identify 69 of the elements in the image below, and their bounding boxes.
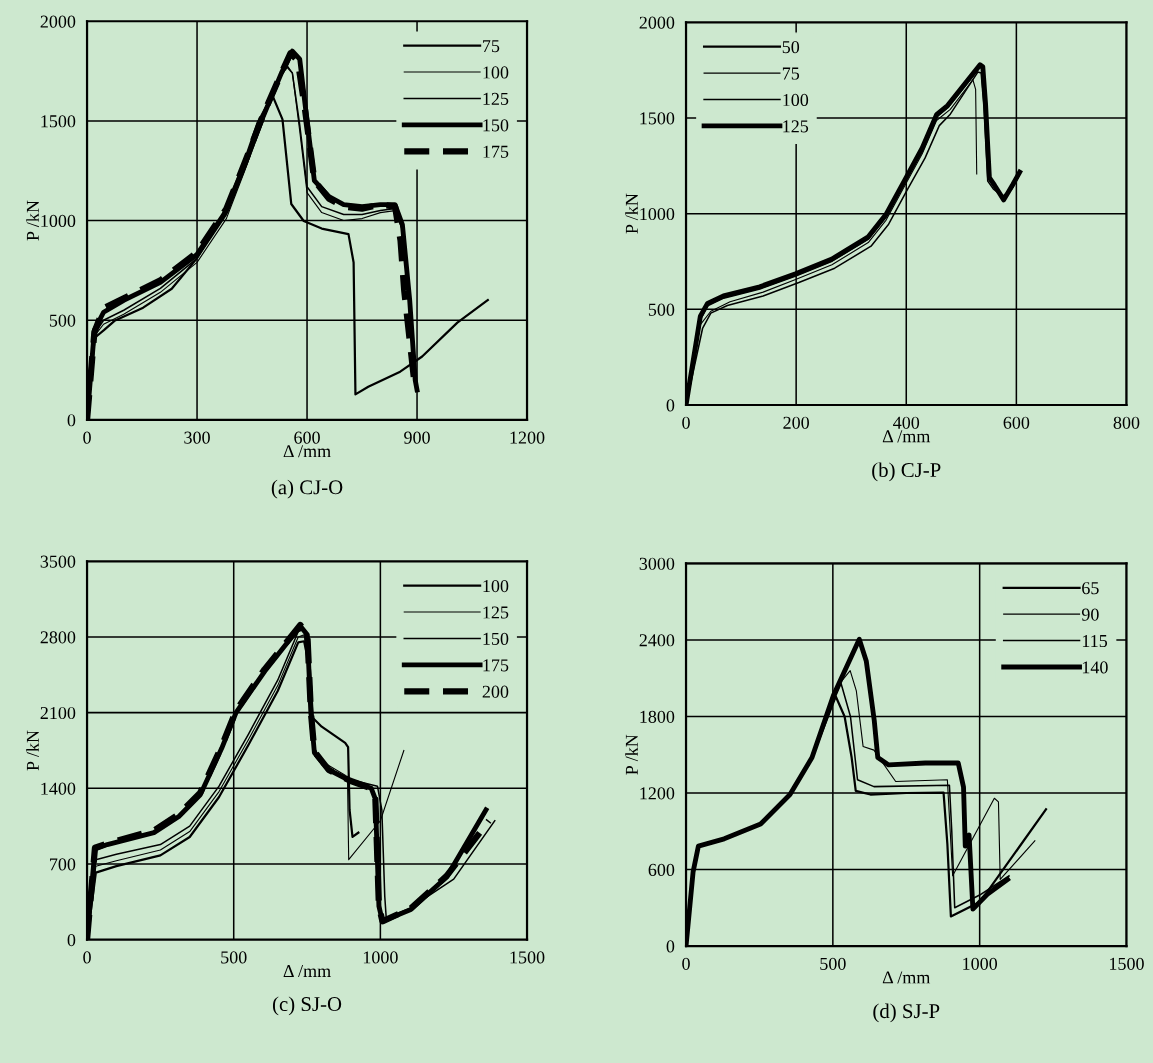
y-tick-label: 1500: [640, 112, 675, 125]
y-tick-label: 600: [648, 863, 675, 876]
x-tick-label: 0: [682, 957, 690, 970]
x-axis-title: Δ /mm: [283, 445, 331, 458]
x-tick-label: 1200: [510, 431, 545, 444]
y-tick-label: 2000: [40, 15, 76, 28]
x-tick-label: 800: [1113, 416, 1140, 429]
y-tick-label: 3000: [639, 557, 675, 570]
y-tick-label: 2100: [40, 706, 76, 720]
x-tick-label: 300: [184, 431, 210, 444]
legend-label: 50: [782, 41, 800, 54]
x-tick-label: 600: [1003, 416, 1030, 429]
y-tick-label: 0: [666, 940, 675, 953]
y-axis-title: P /kN: [26, 730, 39, 771]
y-tick-label: 700: [50, 858, 76, 871]
legend-label: 140: [1082, 661, 1108, 674]
y-tick-label: 1400: [41, 782, 76, 795]
legend-label: 125: [483, 606, 509, 619]
x-tick-label: 500: [820, 957, 846, 970]
legend-label: 125: [483, 92, 509, 105]
x-tick-label: 1500: [510, 951, 545, 964]
y-axis-title: P /kN: [625, 193, 638, 234]
legend-label: 100: [783, 93, 809, 107]
y-axis-title: P /kN: [26, 200, 39, 241]
x-tick-label: 0: [83, 951, 91, 964]
y-tick-label: 500: [648, 303, 675, 316]
legend-label: 175: [483, 145, 509, 158]
y-tick-label: 500: [49, 314, 76, 327]
x-axis-title: Δ /mm: [283, 965, 331, 978]
y-tick-label: 1000: [41, 214, 76, 228]
x-tick-label: 0: [83, 431, 91, 444]
legend-label: 75: [483, 40, 500, 53]
x-tick-label: 400: [893, 416, 920, 429]
x-axis-title: Δ /mm: [882, 430, 931, 443]
legend-label: 75: [782, 67, 800, 80]
text: (a) CJ-O: [271, 479, 343, 499]
y-tick-label: 2800: [40, 631, 76, 644]
y-tick-label: 2400: [639, 634, 675, 647]
x-tick-label: 1500: [1110, 957, 1144, 970]
legend-label: 125: [783, 120, 809, 133]
legend-label: 100: [483, 66, 509, 79]
y-tick-label: 1000: [640, 207, 675, 221]
x-tick-label: 1000: [363, 951, 398, 964]
x-tick-label: 0: [682, 416, 690, 429]
legend-label: 150: [483, 632, 509, 645]
x-tick-label: 600: [294, 431, 320, 444]
y-tick-label: 1500: [41, 115, 76, 128]
x-tick-label: 200: [783, 416, 809, 429]
y-tick-label: 0: [67, 933, 76, 947]
legend-label: 175: [483, 659, 509, 672]
text: (b) CJ-P: [872, 462, 941, 482]
y-tick-label: 0: [666, 399, 675, 412]
y-tick-label: 1200: [640, 787, 675, 800]
legend-label: 100: [483, 579, 509, 593]
x-tick-label: 500: [221, 951, 247, 964]
text: (c) SJ-O: [272, 996, 342, 1016]
y-tick-label: 3500: [40, 555, 76, 568]
legend-label: 65: [1082, 582, 1099, 595]
y-tick-label: 2000: [639, 16, 675, 29]
x-tick-label: 1000: [963, 957, 998, 970]
x-tick-label: 900: [404, 431, 430, 444]
legend-label: 115: [1082, 634, 1108, 648]
legend-label: 200: [482, 685, 509, 698]
y-tick-label: 1800: [640, 710, 675, 723]
legend-label: 150: [483, 119, 509, 132]
legend-label: 90: [1081, 608, 1099, 621]
y-axis-title: P /kN: [625, 734, 638, 775]
x-axis-title: Δ /mm: [882, 971, 931, 984]
text: (d) SJ-P: [873, 1003, 940, 1023]
